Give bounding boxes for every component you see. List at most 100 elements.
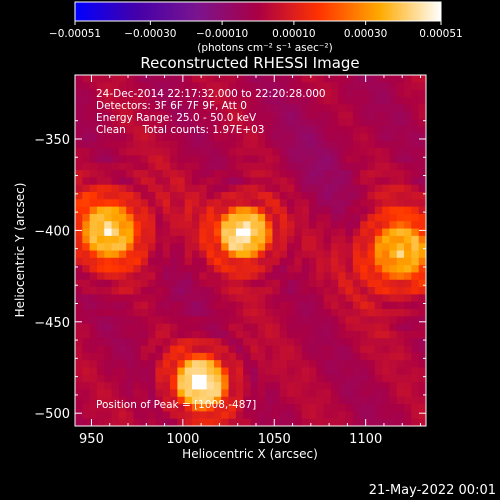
heatmap-cell: [75, 360, 83, 368]
heatmap-cell: [228, 330, 237, 339]
heatmap-cell: [287, 257, 295, 266]
heatmap-cell: [177, 221, 186, 229]
heatmap-cell: [316, 396, 325, 405]
heatmap-cell: [82, 265, 91, 273]
heatmap-cell: [140, 89, 149, 98]
heatmap-cell: [221, 75, 229, 83]
heatmap-cell: [199, 89, 208, 98]
heatmap-cell: [411, 352, 420, 361]
heatmap-cell: [228, 374, 237, 383]
heatmap-cell: [411, 184, 420, 193]
heatmap-cell: [140, 177, 149, 186]
heatmap-cell: [330, 206, 339, 215]
heatmap-cell: [323, 148, 332, 156]
heatmap-cell: [96, 411, 105, 420]
heatmap-cell: [279, 411, 288, 420]
heatmap-cell: [418, 404, 427, 412]
heatmap-cell: [279, 367, 288, 376]
heatmap-cell: [243, 148, 251, 156]
heatmap-cell: [192, 309, 200, 317]
heatmap-cell: [272, 126, 281, 134]
heatmap-cell: [396, 367, 405, 376]
heatmap-cell: [235, 411, 244, 420]
heatmap-cell: [75, 126, 83, 134]
heatmap-cell: [111, 126, 120, 134]
heatmap-cell: [352, 89, 361, 98]
heatmap-cell: [118, 323, 127, 332]
y-axis-label: Heliocentric Y (arcsec): [13, 183, 27, 318]
heatmap-cell: [360, 162, 368, 171]
heatmap-cell: [396, 404, 405, 412]
heatmap-cell: [111, 272, 120, 281]
heatmap-cell: [192, 206, 200, 215]
heatmap-cell: [301, 294, 310, 303]
heatmap-cell: [257, 323, 266, 332]
heatmap-cell: [148, 389, 156, 398]
heatmap-cell: [118, 287, 127, 295]
heatmap-cell: [228, 213, 237, 222]
heatmap-cell: [257, 272, 266, 281]
heatmap-cell: [309, 323, 317, 332]
heatmap-cell: [126, 89, 134, 98]
heatmap-cell: [294, 257, 303, 266]
heatmap-cell: [382, 118, 390, 127]
heatmap-cell: [177, 389, 186, 398]
heatmap-cell: [389, 418, 398, 427]
heatmap-cell: [96, 243, 105, 251]
heatmap-cell: [382, 96, 390, 105]
heatmap-cell: [309, 243, 317, 251]
heatmap-cell: [265, 170, 273, 178]
heatmap-cell: [309, 221, 317, 229]
heatmap-cell: [104, 257, 112, 266]
heatmap-cell: [162, 133, 171, 142]
heatmap-cell: [89, 257, 98, 266]
heatmap-cell: [89, 235, 98, 244]
heatmap-cell: [235, 287, 244, 295]
heatmap-cell: [104, 235, 112, 244]
heatmap-cell: [118, 170, 127, 178]
heatmap-cell: [82, 148, 91, 156]
heatmap-cell: [118, 111, 127, 120]
heatmap-cell: [272, 257, 281, 266]
heatmap-cell: [257, 309, 266, 317]
heatmap-cell: [323, 272, 332, 281]
heatmap-cell: [411, 382, 420, 390]
heatmap-cell: [170, 316, 178, 325]
heatmap-cell: [170, 309, 178, 317]
heatmap-cell: [272, 96, 281, 105]
heatmap-cell: [148, 411, 156, 420]
heatmap-cell: [89, 294, 98, 303]
heatmap-cell: [418, 287, 427, 295]
annotation-time-range: 24-Dec-2014 22:17:32.000 to 22:20:28.000: [96, 88, 326, 100]
heatmap-cell: [338, 323, 346, 332]
heatmap-cell: [177, 243, 186, 251]
heatmap-cell: [352, 404, 361, 412]
heatmap-cell: [75, 184, 83, 193]
heatmap-cell: [309, 338, 317, 346]
heatmap-cell: [228, 170, 237, 178]
heatmap-cell: [345, 184, 354, 193]
heatmap-cell: [213, 294, 222, 303]
heatmap-cell: [345, 170, 354, 178]
heatmap-cell: [360, 235, 368, 244]
heatmap-cell: [155, 235, 164, 244]
heatmap-cell: [162, 279, 171, 288]
heatmap-cell: [89, 148, 98, 156]
heatmap-cell: [404, 404, 412, 412]
heatmap-cell: [111, 382, 120, 390]
heatmap-cell: [213, 177, 222, 186]
heatmap-cell: [294, 111, 303, 120]
heatmap-cell: [367, 257, 376, 266]
heatmap-cell: [272, 352, 281, 361]
heatmap-cell: [411, 75, 420, 83]
heatmap-cell: [184, 250, 193, 259]
heatmap-cell: [192, 367, 200, 376]
heatmap-cell: [118, 301, 127, 310]
heatmap-cell: [382, 279, 390, 288]
heatmap-cell: [265, 309, 273, 317]
heatmap-cell: [389, 301, 398, 310]
heatmap-cell: [155, 345, 164, 354]
heatmap-cell: [148, 272, 156, 281]
heatmap-cell: [418, 360, 427, 368]
heatmap-cell: [140, 184, 149, 193]
